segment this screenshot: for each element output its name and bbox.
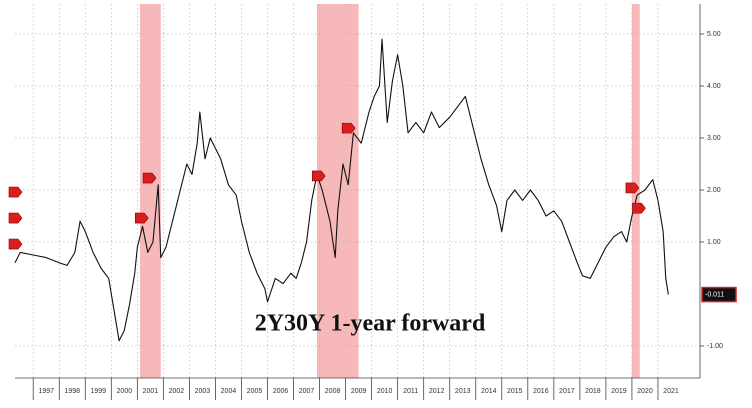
recession-shade	[139, 4, 161, 378]
x-tick-label: 2017	[559, 388, 575, 395]
event-marker	[142, 172, 157, 184]
y-tick-label: 4.00	[707, 83, 721, 90]
x-tick-label: 2012	[429, 388, 445, 395]
x-tick-label: 2014	[481, 388, 497, 395]
series-line	[14, 38, 669, 342]
event-marker	[625, 182, 640, 194]
x-tick-label: 2002	[169, 388, 185, 395]
x-tick-label: 2015	[507, 388, 523, 395]
x-tick-label: 2003	[195, 388, 211, 395]
y-tick-label: 5.00	[707, 31, 721, 38]
last-value-label: -0.011	[705, 291, 724, 298]
y-tick-label: 1.00	[707, 239, 721, 246]
x-tick-label: 2018	[585, 388, 601, 395]
event-marker	[311, 170, 326, 182]
x-tick-label: 2011	[403, 388, 418, 395]
event-marker	[8, 238, 23, 250]
x-tick-label: 2010	[377, 388, 393, 395]
x-tick-label: 2000	[117, 388, 133, 395]
y-tick-label: 2.00	[707, 187, 721, 194]
x-tick-label: 2016	[533, 388, 549, 395]
x-tick-label: 2020	[637, 388, 653, 395]
x-tick-label: 2006	[273, 388, 289, 395]
x-tick-label: 2004	[221, 388, 237, 395]
last-value-box	[701, 286, 737, 303]
recession-shade	[316, 4, 359, 378]
x-tick-label: 2009	[351, 388, 367, 395]
x-tick-label: 2001	[143, 388, 159, 395]
y-tick-label: -1.00	[707, 343, 723, 350]
event-marker	[8, 212, 23, 224]
annotation: 2Y30Y 1-year forward	[255, 311, 486, 337]
event-marker	[632, 202, 646, 214]
x-tick-label: 2021	[663, 388, 679, 395]
x-tick-label: 2013	[455, 388, 471, 395]
x-tick-label: 1997	[38, 388, 54, 395]
x-tick-label: 1999	[91, 388, 107, 395]
x-tick-label: 2019	[611, 388, 627, 395]
event-marker	[134, 212, 149, 224]
y-tick-label: 3.00	[707, 135, 721, 142]
x-tick-label: 2007	[299, 388, 315, 395]
x-tick-label: 1998	[64, 388, 80, 395]
x-tick-label: 2005	[247, 388, 263, 395]
x-tick-label: 2008	[325, 388, 341, 395]
event-marker	[341, 122, 356, 134]
event-marker	[8, 186, 23, 198]
